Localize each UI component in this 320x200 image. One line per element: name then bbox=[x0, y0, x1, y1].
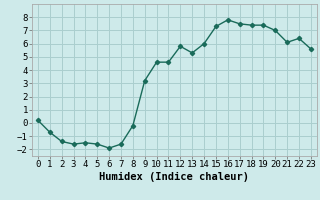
X-axis label: Humidex (Indice chaleur): Humidex (Indice chaleur) bbox=[100, 172, 249, 182]
